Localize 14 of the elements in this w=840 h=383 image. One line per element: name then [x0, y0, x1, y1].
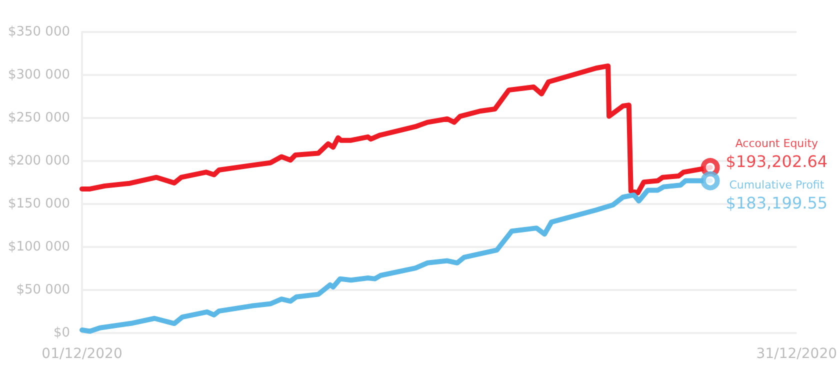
y-tick-label: $200 000: [8, 154, 70, 168]
x-tick-label: 31/12/2020: [756, 346, 838, 362]
y-tick-label: $300 000: [8, 68, 70, 82]
x-tick-label: 01/12/2020: [42, 346, 122, 362]
y-tick-label: $150 000: [8, 196, 70, 212]
y-tick-label: $0: [53, 326, 70, 340]
y-tick-label: $50 000: [16, 282, 70, 298]
y-tick-label: $350 000: [8, 24, 70, 40]
series-label: Cumulative Profit: [729, 178, 825, 192]
y-tick-label: $100 000: [8, 240, 70, 254]
y-tick-label: $250 000: [8, 110, 70, 126]
text: Account Equity: [735, 136, 819, 150]
annotation: $183,199.55: [726, 193, 828, 212]
annotation: $193,202.64: [726, 152, 828, 171]
